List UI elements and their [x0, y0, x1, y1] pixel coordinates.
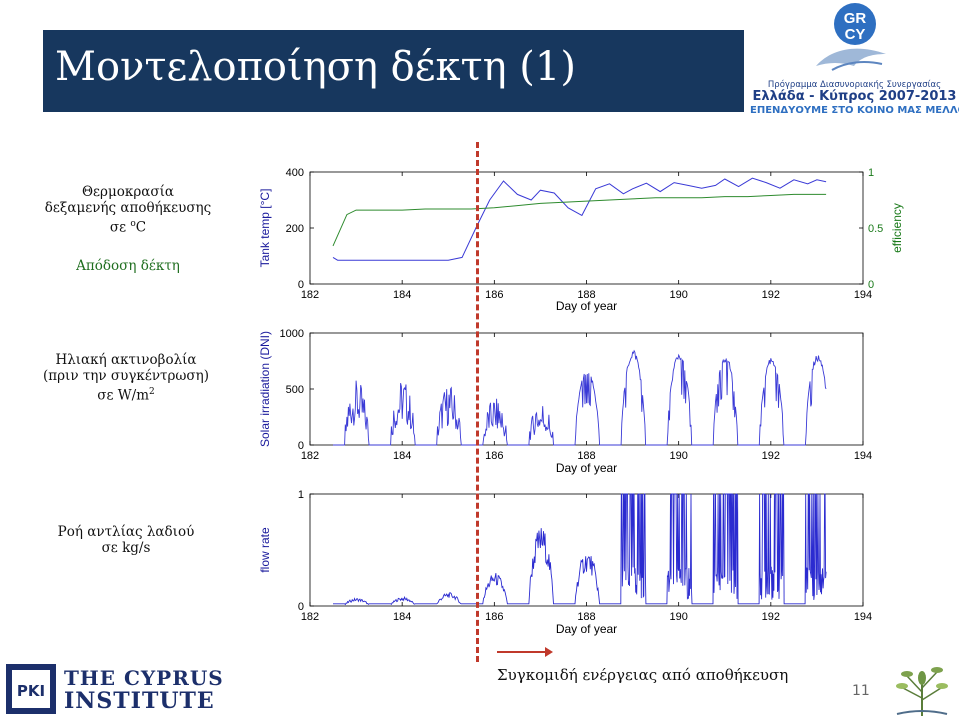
y-tick-label: 1	[298, 489, 304, 501]
irradiation-label-line-2: (πριν την συγκέντρωση)	[42, 368, 210, 384]
x-tick-label: 192	[762, 450, 780, 462]
irradiation-unit-sup: 2	[149, 387, 155, 397]
x-tick-label: 186	[485, 611, 503, 623]
y2-tick-label: 0.5	[868, 223, 883, 235]
x-tick-label: 188	[577, 450, 595, 462]
cyi-mark-text: PKI	[17, 682, 45, 700]
y-tick-label: 0	[298, 440, 304, 452]
logo-gc-motto: ΕΠΕΝΔΥΟΥΜΕ ΣΤΟ ΚΟΙΝΟ ΜΑΣ ΜΕΛΛΟΝ	[750, 105, 959, 116]
y2-axis-label: efficiency	[890, 203, 904, 253]
y-tick-label: 200	[286, 223, 304, 235]
irradiation-label-line-1: Ηλιακή ακτινοβολία	[55, 352, 197, 368]
x-axis-label: Day of year	[556, 622, 617, 636]
y-tick-label: 500	[286, 384, 304, 396]
gr-cy-badge-icon: GR CY	[834, 3, 876, 45]
greece-cyprus-logo: Πρόγραμμα Διασυνοριακής Συνεργασίας Ελλά…	[750, 0, 959, 122]
title-bar: Μοντελοποίηση δέκτη (1)	[43, 30, 744, 112]
page-number: 11	[852, 683, 870, 699]
badge-bottom-text: CY	[845, 26, 866, 43]
temp-label-line-3: σε oC	[38, 216, 218, 236]
x-tick-label: 194	[854, 289, 872, 301]
x-tick-label: 192	[762, 611, 780, 623]
temp-label-line-2: δεξαμενής αποθήκευσης	[44, 200, 212, 216]
y-axis-label: Tank temp [°C]	[258, 189, 272, 268]
cyprus-institute-logo-icon: PKI	[6, 664, 56, 714]
x-tick-label: 188	[577, 611, 595, 623]
y-axis-label: flow rate	[258, 527, 272, 573]
temp-label-unit: C	[135, 219, 147, 236]
y-tick-label: 400	[286, 167, 304, 179]
badge-top-text: GR	[844, 10, 867, 27]
cyi-name-line-1: THE CYPRUS	[64, 666, 224, 690]
temp-label-prefix: σε	[109, 219, 131, 236]
logo-gc-main: Ελλάδα - Κύπρος 2007-2013	[752, 89, 957, 104]
y2-tick-label: 1	[868, 167, 874, 179]
x-tick-label: 190	[669, 289, 687, 301]
y2-tick-label: 0	[868, 279, 874, 291]
flow-rate-series-line	[333, 493, 827, 606]
x-tick-label: 184	[393, 289, 411, 301]
dolphin-icon	[816, 48, 886, 71]
y-axis-label: Solar irradiation (DNI)	[258, 331, 272, 447]
efficiency-label: Απόδοση δέκτη	[58, 258, 198, 274]
cyi-name-line-2: INSTITUTE	[64, 688, 215, 714]
slide-title: Μοντελοποίηση δέκτη (1)	[55, 44, 576, 90]
x-tick-label: 184	[393, 611, 411, 623]
flow-label: Ροή αντλίας λαδιού σε kg/s	[46, 524, 206, 556]
bottom-caption: Συγκομιδή ενέργειας από αποθήκευση	[497, 666, 789, 684]
logo-gc-prog: Πρόγραμμα Διασυνοριακής Συνεργασίας	[767, 80, 942, 90]
temp-label: Θερμοκρασία δεξαμενής αποθήκευσης σε oC	[38, 184, 218, 236]
efficiency-series-line	[332, 193, 827, 247]
y-tick-label: 1000	[280, 328, 304, 340]
x-tick-label: 186	[485, 289, 503, 301]
solar-irradiation-chart: 182 184 186 188 190 192 194 0 500 1000 Day of year…	[258, 328, 872, 475]
x-tick-label: 190	[669, 450, 687, 462]
x-tick-label: 184	[393, 450, 411, 462]
x-tick-label: 190	[669, 611, 687, 623]
x-tick-label: 182	[301, 289, 319, 301]
flow-label-line-2: σε kg/s	[101, 540, 151, 556]
x-tick-label: 194	[854, 611, 872, 623]
degree-mark: o	[130, 219, 136, 229]
efficiency-label-text: Απόδοση δέκτη	[76, 258, 180, 274]
irradiation-label: Ηλιακή ακτινοβολία (πριν την συγκέντρωση…	[26, 352, 226, 404]
x-axis-label: Day of year	[556, 461, 617, 475]
flow-rate-chart: 182 184 186 188 190 192 194 0 1 Day of year flow r…	[258, 489, 872, 636]
x-tick-label: 192	[762, 289, 780, 301]
tank-temp-series-line	[332, 177, 827, 261]
x-axis-label: Day of year	[556, 299, 617, 313]
irradiation-series-line	[333, 349, 827, 446]
x-tick-label: 182	[301, 450, 319, 462]
temp-label-line-1: Θερμοκρασία	[81, 184, 174, 200]
y-tick-label: 0	[298, 601, 304, 613]
y-tick-label: 0	[298, 279, 304, 291]
storage-start-marker	[476, 142, 479, 662]
plot-frame	[309, 171, 864, 285]
flow-label-line-1: Ροή αντλίας λαδιού	[57, 524, 195, 540]
x-tick-label: 188	[577, 289, 595, 301]
irradiation-unit: σε W/m	[97, 387, 149, 404]
x-tick-label: 194	[854, 450, 872, 462]
arrow-right-icon	[497, 647, 553, 657]
x-tick-label: 182	[301, 611, 319, 623]
irradiation-label-line-3: σε W/m2	[26, 384, 226, 404]
tree-logo-icon	[896, 667, 948, 716]
x-tick-label: 186	[485, 450, 503, 462]
